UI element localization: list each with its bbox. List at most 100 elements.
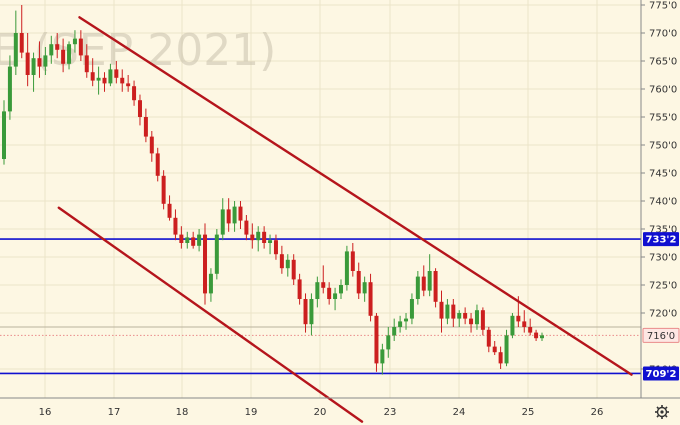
- candle-body: [244, 220, 249, 235]
- candle-body: [191, 237, 196, 246]
- candle-body: [374, 315, 379, 364]
- candle-body: [528, 327, 533, 333]
- candle-body: [143, 117, 148, 137]
- candle-body: [297, 279, 302, 299]
- candle-body: [197, 234, 202, 246]
- candle-body: [522, 321, 527, 327]
- candle-body: [132, 86, 137, 101]
- candle-body: [7, 66, 12, 112]
- horizontal-levels[interactable]: [0, 238, 641, 375]
- candle-body: [179, 234, 184, 243]
- candle-body: [72, 38, 77, 45]
- candle-body: [309, 299, 314, 325]
- candle-body: [262, 231, 267, 243]
- candle-body: [214, 234, 219, 274]
- x-tick-label: 19: [245, 407, 258, 418]
- x-tick-label: 16: [39, 407, 52, 418]
- candle-body: [338, 285, 343, 294]
- y-tick-label: 760'0: [649, 85, 677, 96]
- level-badge: [643, 366, 679, 381]
- candle-body: [31, 58, 36, 75]
- candle-body: [457, 313, 462, 319]
- candle-body: [350, 251, 355, 271]
- candle-body: [315, 282, 320, 299]
- y-tick-label: 725'0: [649, 281, 677, 292]
- x-tick-label: 24: [453, 407, 466, 418]
- gear-icon: [655, 405, 669, 419]
- candle-body: [498, 352, 503, 364]
- candle-body: [173, 217, 178, 235]
- candle-body: [433, 271, 438, 302]
- candle-body: [303, 299, 308, 325]
- candle-body: [333, 293, 338, 299]
- candle-body: [43, 55, 48, 67]
- last-price-badge: [642, 327, 680, 343]
- candle-body: [421, 276, 426, 291]
- candle-body: [226, 209, 231, 224]
- candle-body: [392, 327, 397, 336]
- candle-body: [37, 58, 42, 67]
- candle-body: [155, 153, 160, 176]
- candle-body: [268, 240, 273, 243]
- candlestick-series: [2, 5, 544, 375]
- price-badges: 733'2 709'2 716'0: [642, 232, 680, 381]
- candle-body: [504, 335, 509, 364]
- candle-body: [492, 346, 497, 353]
- candle-body: [409, 299, 414, 319]
- candle-body: [161, 175, 166, 204]
- candle-body: [137, 100, 142, 117]
- candle-body: [250, 234, 255, 241]
- x-tick-label: 17: [108, 407, 121, 418]
- candle-body: [185, 237, 190, 243]
- candle-body: [232, 206, 237, 224]
- y-tick-label: 720'0: [649, 309, 677, 320]
- candle-body: [114, 69, 119, 78]
- candle-body: [291, 259, 296, 280]
- trendlines[interactable]: [57, 16, 633, 423]
- candle-body: [486, 329, 491, 347]
- level-badge-label: 709'2: [646, 369, 677, 380]
- candle-body: [25, 52, 30, 75]
- candle-body: [96, 77, 101, 81]
- candle-body: [451, 304, 456, 319]
- candle-body: [90, 72, 95, 81]
- candle-body: [108, 69, 113, 84]
- x-tick-label: 26: [591, 407, 604, 418]
- candle-body: [386, 335, 391, 350]
- candle-body: [445, 304, 450, 319]
- candle-body: [439, 301, 444, 319]
- candle-body: [126, 83, 131, 87]
- y-tick-label: 775'0: [649, 1, 677, 12]
- candle-body: [474, 310, 479, 325]
- candle-body: [102, 77, 107, 84]
- candle-body: [203, 234, 208, 294]
- candle-body: [380, 349, 385, 364]
- candle-body: [480, 310, 485, 330]
- trendline: [57, 206, 364, 423]
- settings-button[interactable]: [655, 405, 669, 419]
- candle-body: [273, 240, 278, 255]
- x-tick-label: 20: [314, 407, 327, 418]
- candle-body: [256, 231, 261, 241]
- y-tick-label: 735'0: [649, 225, 677, 236]
- candle-body: [67, 44, 72, 64]
- candle-body: [238, 206, 243, 221]
- y-tick-label: 765'0: [649, 57, 677, 68]
- candle-body: [78, 38, 83, 56]
- candle-body: [404, 318, 409, 322]
- candle-body: [344, 251, 349, 285]
- candle-body: [84, 55, 89, 73]
- candle-body: [321, 282, 326, 288]
- x-tick-label: 25: [522, 407, 535, 418]
- candle-body: [398, 321, 403, 327]
- y-tick-label: 755'0: [649, 113, 677, 124]
- candle-body: [327, 287, 332, 299]
- candle-body: [149, 136, 154, 154]
- level-badge: [643, 232, 679, 247]
- candle-body: [19, 33, 24, 53]
- candle-body: [516, 315, 521, 322]
- trendline: [78, 16, 633, 376]
- level-badge-label: 733'2: [646, 235, 677, 246]
